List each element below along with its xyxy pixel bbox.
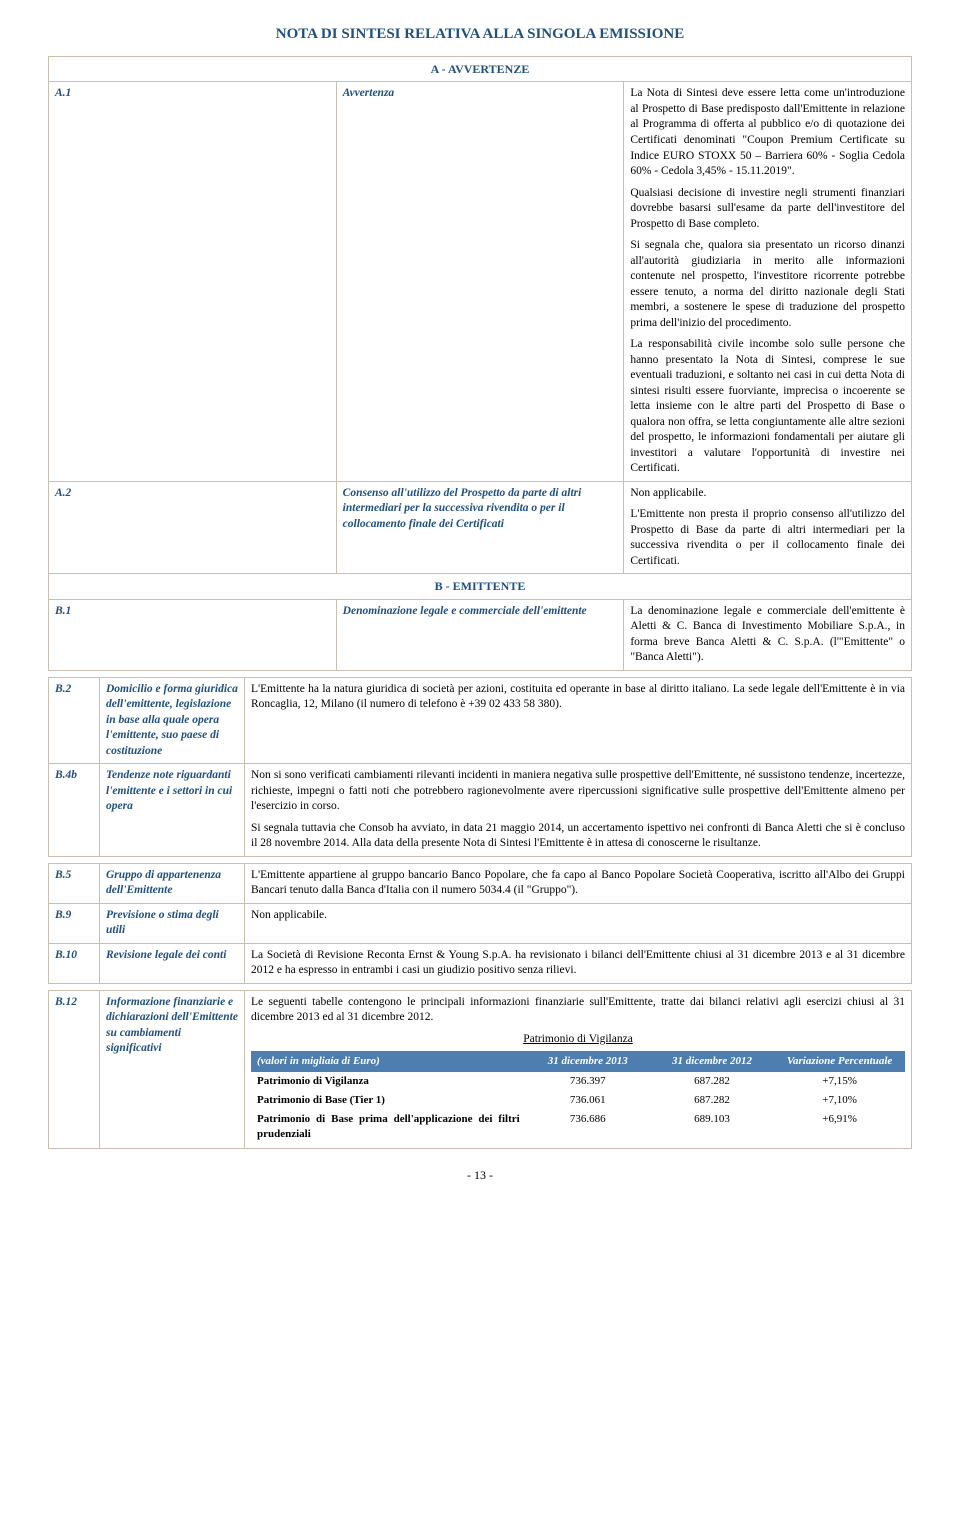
row-content: Non applicabile. L'Emittente non presta … [624, 481, 912, 574]
row-code: B.9 [49, 903, 100, 943]
row-content: Le seguenti tabelle contengono le princi… [245, 990, 912, 1148]
cell-value: +7,10% [774, 1091, 905, 1110]
section-a-table: A - AVVERTENZE A.1 Avvertenza La Nota di… [48, 56, 912, 670]
section-b12-table: B.12 Informazione finanziarie e dichiara… [48, 990, 912, 1149]
financial-table: (valori in migliaia di Euro) 31 dicembre… [251, 1051, 905, 1143]
cell-value: +6,91% [774, 1110, 905, 1144]
section-b-cont2-table: B.5 Gruppo di appartenenza dell'Emittent… [48, 863, 912, 984]
row-label: Domicilio e forma giuridica dell'emitten… [100, 677, 245, 764]
paragraph: Le seguenti tabelle contengono le princi… [251, 995, 905, 1026]
page-number: - 13 - [48, 1167, 912, 1183]
cell-label: Patrimonio di Base prima dell'applicazio… [251, 1110, 526, 1144]
th-2013: 31 dicembre 2013 [526, 1051, 650, 1072]
row-content: L'Emittente appartiene al gruppo bancari… [245, 863, 912, 903]
cell-value: 689.103 [650, 1110, 774, 1144]
row-content: Non si sono verificati cambiamenti rilev… [245, 764, 912, 857]
paragraph: La Società di Revisione Reconta Ernst & … [251, 948, 905, 979]
row-content: Non applicabile. [245, 903, 912, 943]
row-code: B.1 [49, 599, 337, 670]
table-row: Patrimonio di Vigilanza 736.397 687.282 … [251, 1072, 905, 1091]
row-label: Avvertenza [336, 82, 624, 481]
row-code: B.5 [49, 863, 100, 903]
row-content: La Società di Revisione Reconta Ernst & … [245, 943, 912, 983]
paragraph: Non applicabile. [251, 908, 905, 924]
paragraph: L'Emittente non presta il proprio consen… [630, 507, 905, 569]
th-2012: 31 dicembre 2012 [650, 1051, 774, 1072]
paragraph: Si segnala tuttavia che Consob ha avviat… [251, 821, 905, 852]
cell-value: 736.061 [526, 1091, 650, 1110]
row-code: B.12 [49, 990, 100, 1148]
row-label: Informazione finanziarie e dichiarazioni… [100, 990, 245, 1148]
row-content: La Nota di Sintesi deve essere letta com… [624, 82, 912, 481]
row-content: L'Emittente ha la natura giuridica di so… [245, 677, 912, 764]
paragraph: Qualsiasi decisione di investire negli s… [630, 186, 905, 233]
paragraph: Si segnala che, qualora sia presentato u… [630, 238, 905, 331]
row-code: A.1 [49, 82, 337, 481]
row-label: Denominazione legale e commerciale dell'… [336, 599, 624, 670]
paragraph: Non si sono verificati cambiamenti rilev… [251, 768, 905, 815]
page-title: NOTA DI SINTESI RELATIVA ALLA SINGOLA EM… [48, 24, 912, 44]
row-label: Consenso all'utilizzo del Prospetto da p… [336, 481, 624, 574]
section-b-cont-table: B.2 Domicilio e forma giuridica dell'emi… [48, 677, 912, 857]
row-content: La denominazione legale e commerciale de… [624, 599, 912, 670]
inner-table-caption: Patrimonio di Vigilanza [251, 1032, 905, 1048]
section-a-heading: A - AVVERTENZE [49, 57, 912, 82]
table-row: Patrimonio di Base (Tier 1) 736.061 687.… [251, 1091, 905, 1110]
paragraph: Non applicabile. [630, 486, 905, 502]
cell-value: 687.282 [650, 1072, 774, 1091]
row-code: B.4b [49, 764, 100, 857]
paragraph: La responsabilità civile incombe solo su… [630, 337, 905, 477]
row-label: Tendenze note riguardanti l'emittente e … [100, 764, 245, 857]
cell-label: Patrimonio di Vigilanza [251, 1072, 526, 1091]
th-label: (valori in migliaia di Euro) [251, 1051, 526, 1072]
row-label: Previsione o stima degli utili [100, 903, 245, 943]
th-var: Variazione Percentuale [774, 1051, 905, 1072]
row-code: B.10 [49, 943, 100, 983]
paragraph: La denominazione legale e commerciale de… [630, 604, 905, 666]
cell-value: 736.686 [526, 1110, 650, 1144]
cell-label: Patrimonio di Base (Tier 1) [251, 1091, 526, 1110]
row-code: A.2 [49, 481, 337, 574]
row-label: Gruppo di appartenenza dell'Emittente [100, 863, 245, 903]
cell-value: 687.282 [650, 1091, 774, 1110]
cell-value: +7,15% [774, 1072, 905, 1091]
paragraph: L'Emittente appartiene al gruppo bancari… [251, 868, 905, 899]
paragraph: La Nota di Sintesi deve essere letta com… [630, 86, 905, 179]
section-b-heading: B - EMITTENTE [49, 574, 912, 599]
table-row: Patrimonio di Base prima dell'applicazio… [251, 1110, 905, 1144]
row-label: Revisione legale dei conti [100, 943, 245, 983]
cell-value: 736.397 [526, 1072, 650, 1091]
paragraph: L'Emittente ha la natura giuridica di so… [251, 682, 905, 713]
row-code: B.2 [49, 677, 100, 764]
